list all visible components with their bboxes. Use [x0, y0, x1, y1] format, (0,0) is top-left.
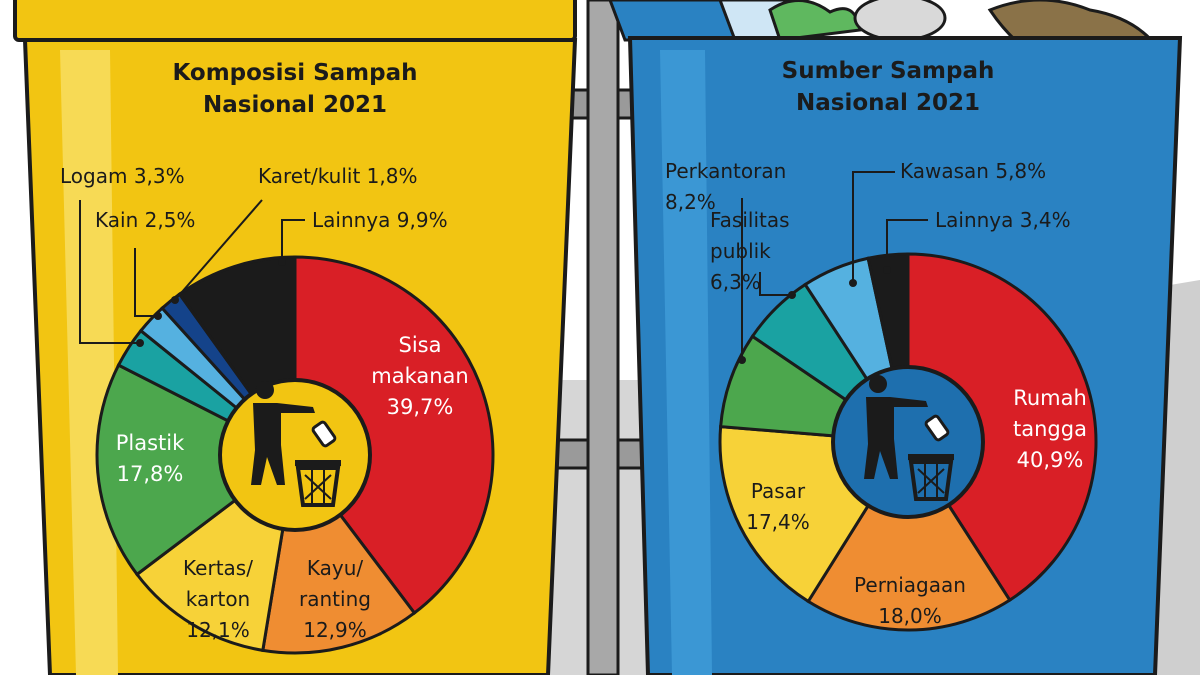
slice-label-kertas-karton: Kertas/: [183, 556, 253, 580]
chart-sumber: Sumber Sampah Nasional 2021 Rumah tangga 4…: [665, 58, 1098, 632]
slice-label-kayu-ranting: Kayu/: [307, 556, 364, 580]
leader-dot-kain: [154, 312, 162, 320]
slice-label-kayu-ranting: ranting: [299, 587, 371, 611]
slice-label-fasilitas-publik: publik: [710, 239, 771, 263]
pie-slice-sisa-makanan: [293, 255, 495, 616]
leader-line-lainnya: [281, 219, 305, 262]
slice-label-plastik: 17,8%: [117, 462, 184, 486]
leader-dot-kawasan: [849, 279, 857, 287]
leader-dot-fasilitas-publik: [788, 291, 796, 299]
slice-label-kayu-ranting: 12,9%: [303, 618, 367, 642]
slice-label-pasar: Pasar: [751, 479, 806, 503]
leader-line-lainnya: [886, 219, 928, 270]
leader-dot-karet-kulit: [171, 296, 179, 304]
leader-line-fasilitas-publik: [759, 272, 792, 296]
slice-label-fasilitas-publik: 6,3%: [710, 270, 761, 294]
slice-label-logam: Logam 3,3%: [60, 164, 185, 188]
leader-dot-lainnya: [883, 266, 891, 274]
slice-label-lainnya: Lainnya 9,9%: [312, 208, 448, 232]
leader-line-karet-kulit: [174, 199, 263, 301]
labels-sumber: Rumah tangga 40,9% Perniagaan 18,0% Pasar 17,4…: [665, 159, 1087, 628]
slice-label-rumah-tangga: Rumah: [1013, 386, 1087, 410]
chart-komposisi: Komposisi Sampah Nasional 2021 Sisa makan…: [60, 60, 495, 655]
slice-label-perniagaan: 18,0%: [878, 604, 942, 628]
slice-label-perniagaan: Perniagaan: [854, 573, 966, 597]
slice-label-rumah-tangga: 40,9%: [1017, 448, 1084, 472]
slice-label-kawasan: Kawasan 5,8%: [900, 159, 1046, 183]
leader-dot-logam: [136, 339, 144, 347]
pie-center-komposisi: [218, 378, 372, 532]
pie-center-sumber: [831, 365, 985, 519]
slice-label-perkantoran: Perkantoran: [665, 159, 786, 183]
yellow-bin-lid: [13, 0, 577, 42]
slice-label-pasar: 17,4%: [746, 510, 810, 534]
slice-label-sisa-makanan: makanan: [371, 364, 468, 388]
chart-title-line-1: Komposisi Sampah: [172, 60, 417, 86]
slice-label-sisa-makanan: Sisa: [399, 333, 442, 357]
slice-label-kertas-karton: karton: [186, 587, 250, 611]
blue-bin-highlight: [660, 50, 712, 675]
slice-label-perkantoran: 8,2%: [665, 190, 716, 214]
trash-disposal-icon: [864, 375, 954, 501]
slice-label-karet-kulit: Karet/kulit 1,8%: [258, 164, 417, 188]
chart-title-line-1: Sumber Sampah: [782, 58, 995, 84]
chart-title-line-2: Nasional 2021: [796, 90, 980, 116]
leader-dot-lainnya: [278, 258, 286, 266]
slice-label-kain: Kain 2,5%: [95, 208, 195, 232]
leader-dot-perkantoran: [738, 356, 746, 364]
pie-slice-plastik: [95, 363, 298, 577]
leader-line-kawasan: [852, 171, 895, 283]
slice-label-rumah-tangga: tangga: [1013, 417, 1087, 441]
leader-line-logam: [79, 200, 140, 344]
slice-label-sisa-makanan: 39,7%: [387, 395, 454, 419]
slice-label-kertas-karton: 12,1%: [186, 618, 250, 642]
slice-label-plastik: Plastik: [116, 431, 185, 455]
trash-disposal-icon: [251, 381, 341, 507]
leader-line-kain: [134, 248, 158, 317]
labels-komposisi: Sisa makanan 39,7% Kayu/ranting 12,9% Kertas/…: [60, 164, 469, 642]
slice-label-fasilitas-publik: Fasilitas: [710, 208, 790, 232]
slice-label-lainnya: Lainnya 3,4%: [935, 208, 1071, 232]
garbage-can-icon: [853, 0, 947, 42]
chart-title-line-2: Nasional 2021: [203, 92, 387, 118]
yellow-bin-highlight: [60, 50, 118, 675]
pie-slice-perniagaan: [806, 439, 1012, 632]
